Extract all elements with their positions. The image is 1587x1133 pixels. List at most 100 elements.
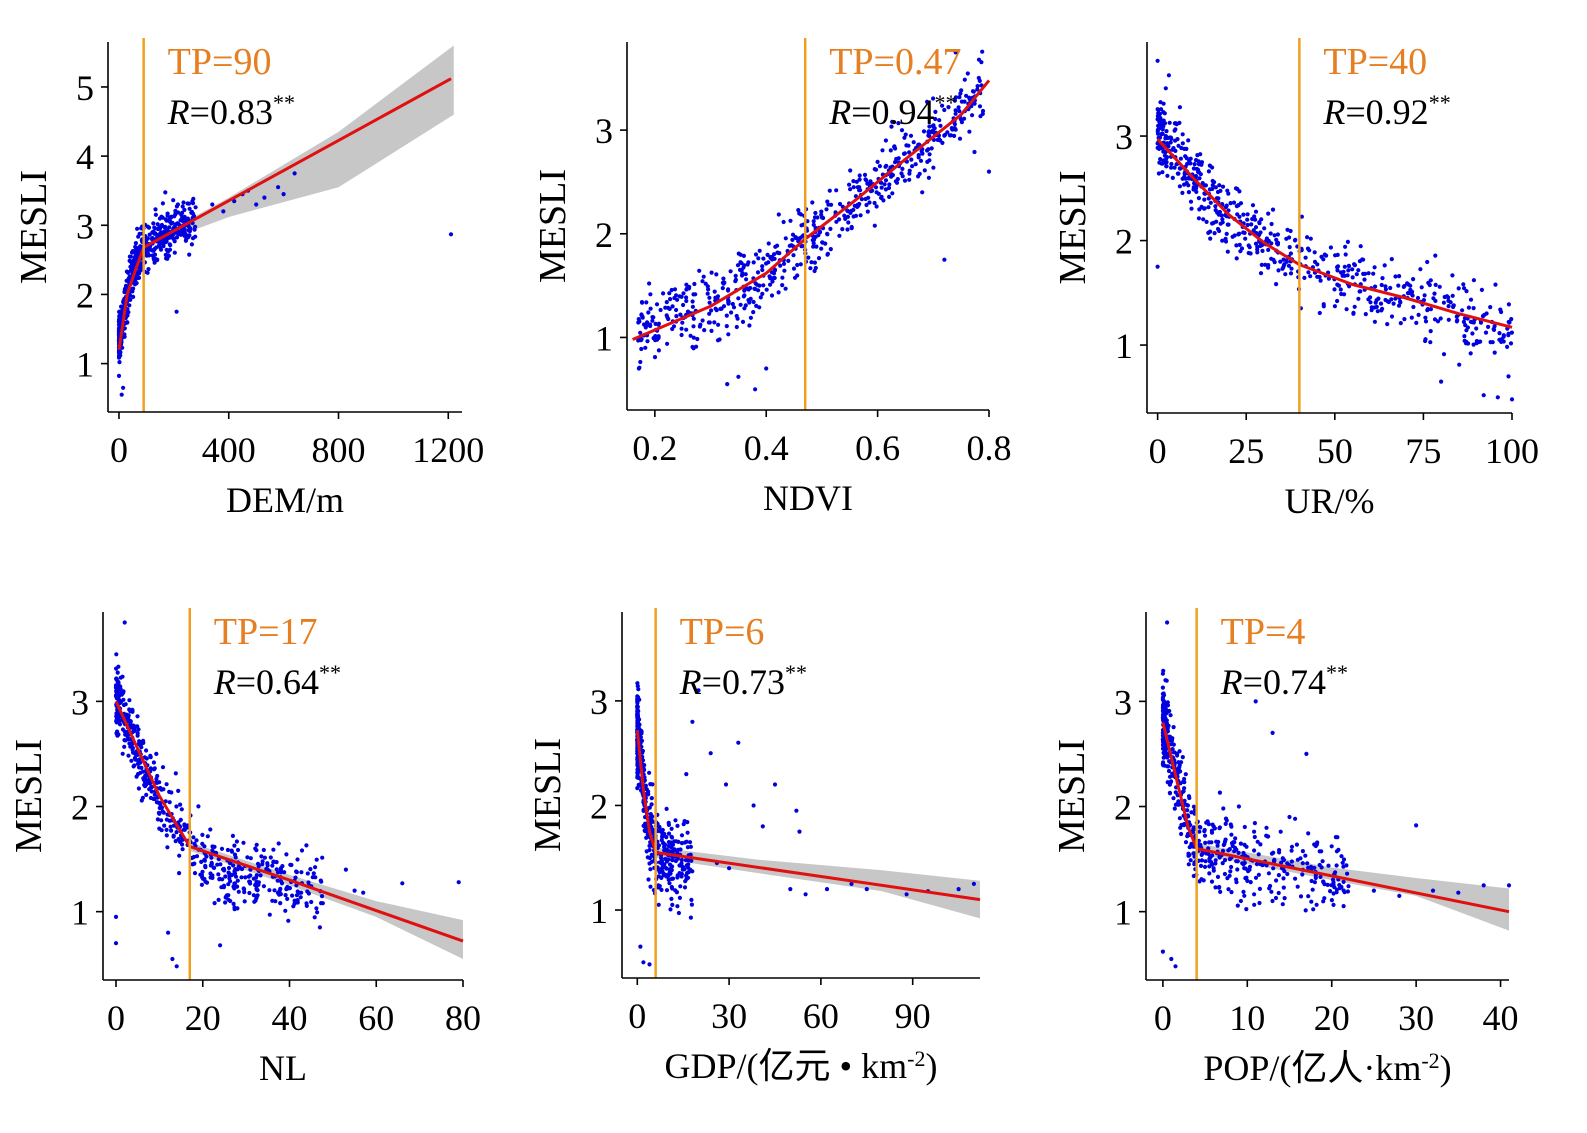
x-axis-label: GDP/(亿元 • km-2) [665,1046,938,1086]
data-point [791,253,796,258]
data-point [1218,889,1223,895]
data-point [1227,873,1232,878]
data-point [306,891,311,896]
data-point [200,841,205,847]
data-point [1258,271,1264,276]
data-point [1410,293,1415,298]
data-point [313,865,318,870]
data-point [1287,245,1292,250]
data-point [707,295,712,300]
data-point [154,751,159,757]
data-point [1199,858,1205,863]
data-point [260,859,265,864]
data-point [1227,857,1232,862]
data-point [191,196,196,201]
data-point [688,915,694,920]
data-point [1272,857,1277,862]
data-point [1306,894,1311,899]
data-point [1161,149,1166,154]
data-point [215,862,220,867]
data-point [1166,764,1171,769]
data-point [209,860,214,866]
data-point [769,270,775,275]
data-point [655,337,660,342]
data-point [1172,128,1177,133]
data-point [1167,120,1172,125]
data-point [851,179,856,184]
data-point [1350,275,1355,280]
data-point [864,202,869,208]
data-point [927,133,932,139]
data-point [1236,850,1241,856]
data-point [872,167,877,172]
data-point [736,296,741,301]
data-point [757,305,762,310]
data-point [636,366,642,371]
data-point [343,867,348,872]
data-point [825,231,830,236]
data-point [317,925,322,930]
data-point [688,333,693,338]
data-point [1411,277,1416,282]
data-point [254,887,259,892]
data-point [218,862,223,867]
data-point [946,105,951,110]
data-point [1232,840,1237,845]
data-point [879,194,884,199]
data-point [1289,844,1295,849]
data-point [1222,871,1227,877]
data-point [1165,780,1170,785]
data-point [1262,226,1267,231]
data-point [669,876,674,882]
data-point [352,888,357,893]
data-point [216,872,221,877]
data-point [1393,274,1398,279]
data-point [797,211,802,216]
data-point [647,962,652,967]
data-point [1509,397,1515,402]
data-point [1186,138,1191,143]
x-tick-label: 10 [1229,998,1265,1038]
data-point [205,834,210,839]
data-point [1170,771,1175,776]
data-point [221,209,226,214]
data-point [1398,300,1403,305]
data-point [751,299,756,305]
data-point [672,287,678,292]
data-point [151,796,156,802]
x-tick-label: 60 [358,998,394,1038]
data-point [674,839,679,844]
data-point [1171,796,1176,801]
data-point [775,250,780,255]
data-point [1373,284,1378,289]
fit-line [635,730,981,902]
data-point [1169,165,1174,170]
data-point [1497,337,1502,342]
data-point [702,328,707,333]
data-point [957,136,963,141]
data-point [735,263,741,268]
data-point [925,159,930,164]
data-point [265,863,270,868]
data-point [1325,882,1330,888]
data-point [813,210,818,216]
data-point [132,755,138,761]
data-point [175,221,181,226]
correlation-label: R=0.73** [679,660,807,702]
data-point [1206,851,1211,857]
data-point [1228,822,1233,827]
data-point [1234,256,1239,261]
data-point [1202,197,1207,202]
data-point [1209,830,1215,835]
data-point [136,275,142,280]
data-point [1480,314,1486,319]
data-point [232,199,237,204]
data-point [933,109,938,114]
data-point [694,344,699,349]
data-point [1171,146,1176,151]
data-point [170,220,175,225]
data-point [788,218,793,223]
data-point [874,204,879,209]
data-point [657,825,662,830]
data-point [736,374,741,379]
